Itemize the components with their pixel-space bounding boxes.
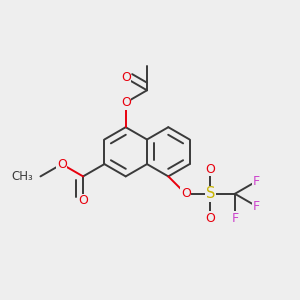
Text: S: S: [206, 186, 215, 201]
Text: O: O: [57, 158, 67, 171]
Text: O: O: [206, 212, 215, 225]
Text: F: F: [253, 175, 260, 188]
Text: O: O: [181, 187, 190, 200]
Text: O: O: [121, 96, 130, 109]
Text: F: F: [231, 212, 239, 225]
Text: F: F: [253, 200, 260, 213]
Text: O: O: [121, 71, 130, 85]
Text: O: O: [78, 194, 88, 208]
Text: O: O: [206, 163, 215, 176]
Text: CH₃: CH₃: [11, 170, 33, 183]
